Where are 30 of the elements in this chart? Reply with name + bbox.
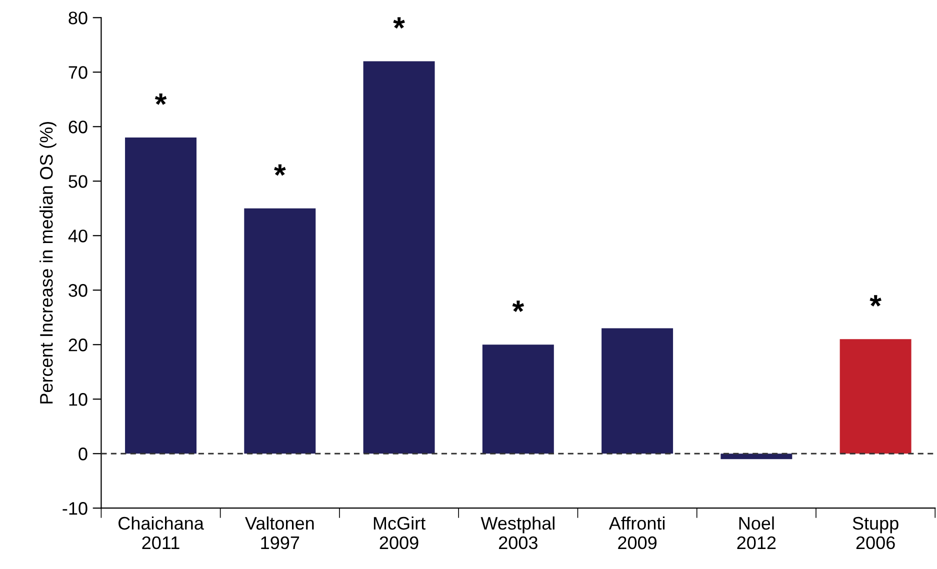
annotation: *: [393, 17, 405, 29]
x-tick-label: Stupp 2006: [852, 516, 898, 550]
bar: [602, 328, 674, 454]
y-tick-label: 0: [78, 448, 88, 460]
x-tick-label: Affronti 2009: [608, 516, 665, 550]
y-axis-title: Percent Increase in median OS (%): [40, 122, 56, 404]
y-tick-label: 40: [68, 230, 88, 242]
x-tick-label: Westphal 2003: [480, 516, 554, 550]
y-tick-label: 60: [68, 120, 88, 134]
annotation: *: [154, 94, 167, 105]
y-tick-label: 50: [68, 175, 88, 188]
annotation: *: [274, 164, 286, 176]
x-tick-label: Valtonen 1997: [245, 516, 314, 550]
y-tick-label: 80: [68, 12, 88, 24]
y-tick-label: 10: [69, 393, 88, 406]
bar: [125, 138, 196, 454]
bar: [244, 208, 316, 454]
x-tick-label: Chaichana 2011: [118, 516, 204, 550]
bar: [482, 344, 554, 454]
bar: [840, 339, 912, 454]
annotation: *: [512, 300, 524, 312]
y-tick-label: 20: [68, 338, 88, 352]
x-tick-label: McGirt 2009: [374, 516, 426, 550]
x-tick-label: Noel 2012: [737, 516, 776, 550]
y-tick-label: 30: [68, 284, 88, 297]
annotation: *: [870, 295, 882, 307]
bar: [363, 61, 435, 454]
bar: [720, 454, 792, 460]
y-tick-label: -10: [62, 502, 88, 515]
y-tick-label: 70: [68, 66, 88, 79]
